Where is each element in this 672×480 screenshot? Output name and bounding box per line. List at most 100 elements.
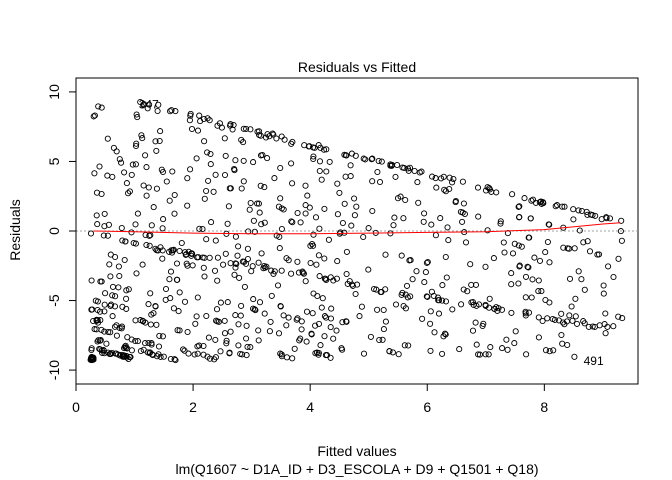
residual-point <box>92 297 99 304</box>
residual-point <box>351 195 358 202</box>
residual-point <box>221 330 229 337</box>
residual-point <box>486 295 493 302</box>
residual-point <box>205 334 212 341</box>
scatter-points <box>87 98 626 364</box>
residual-point <box>221 171 229 179</box>
residual-point <box>203 236 210 243</box>
residual-point <box>143 192 150 199</box>
residual-point <box>241 283 248 290</box>
x-axis-label: Fitted values <box>317 443 396 459</box>
residual-point <box>341 229 348 236</box>
residual-point <box>145 301 152 308</box>
residual-point <box>244 343 251 350</box>
residual-point <box>222 152 229 159</box>
residual-point <box>168 247 175 254</box>
residual-point <box>206 254 213 261</box>
residual-point <box>402 291 409 298</box>
residual-point <box>536 257 544 264</box>
residual-point <box>250 217 257 224</box>
residual-point <box>134 210 141 217</box>
residual-point <box>104 172 111 179</box>
residual-point <box>571 353 578 360</box>
residual-point <box>433 184 440 191</box>
residual-point <box>128 347 135 354</box>
residual-point <box>596 322 603 329</box>
residual-point <box>339 319 346 326</box>
residual-point <box>487 344 494 351</box>
residual-point <box>531 254 538 261</box>
residual-point <box>561 203 568 210</box>
residual-point <box>369 178 376 185</box>
residual-point <box>143 241 150 249</box>
residual-point <box>99 349 106 356</box>
residual-point <box>297 335 304 342</box>
residual-point <box>234 252 241 259</box>
residual-point <box>610 323 617 330</box>
residual-point <box>351 212 358 219</box>
residual-point <box>348 222 355 229</box>
residual-point <box>604 323 611 330</box>
residual-point <box>446 185 453 193</box>
residual-point <box>121 256 128 264</box>
residual-point <box>546 348 553 355</box>
residual-point <box>88 277 95 284</box>
residual-point <box>283 354 290 361</box>
residual-point <box>251 306 258 313</box>
residual-point <box>511 340 518 347</box>
chart-title: Residuals vs Fitted <box>298 59 416 75</box>
residual-point <box>399 289 406 296</box>
residual-point <box>277 164 284 172</box>
residual-point <box>167 295 174 302</box>
residual-point <box>400 215 407 222</box>
residual-point <box>191 351 198 358</box>
residual-point <box>137 347 144 355</box>
residual-point <box>538 288 545 295</box>
residual-point <box>349 282 356 289</box>
residual-point <box>327 274 334 281</box>
residual-point <box>87 230 95 237</box>
residual-point <box>460 286 467 293</box>
residual-point <box>231 271 238 278</box>
residual-point <box>201 254 208 261</box>
residual-point <box>403 282 411 289</box>
residual-point <box>127 353 134 361</box>
residual-point <box>98 347 105 354</box>
residual-point <box>321 313 328 320</box>
residual-point <box>544 315 551 322</box>
residual-point <box>449 179 456 186</box>
residual-point <box>116 272 123 280</box>
residual-point <box>365 225 372 232</box>
residual-point <box>139 317 146 324</box>
residual-point <box>214 254 221 261</box>
residual-point <box>289 355 296 362</box>
residual-point <box>494 307 501 314</box>
residual-point <box>460 200 467 207</box>
residual-point <box>316 225 323 232</box>
residual-point <box>605 263 612 270</box>
residual-point <box>213 306 221 313</box>
residual-point <box>493 189 500 196</box>
residual-point <box>184 262 191 269</box>
residual-point <box>343 318 350 325</box>
residual-point <box>421 279 428 286</box>
residual-point <box>196 342 203 349</box>
residual-point <box>95 103 102 110</box>
residual-point <box>382 286 389 293</box>
residual-point <box>422 269 429 276</box>
residual-point <box>243 335 250 342</box>
residual-point <box>330 335 337 342</box>
residual-point <box>106 261 113 268</box>
residual-point <box>516 262 523 269</box>
residual-point <box>522 310 529 317</box>
residual-point <box>104 232 111 239</box>
residual-point <box>200 115 207 123</box>
residual-point <box>256 209 263 216</box>
residual-point <box>535 314 542 321</box>
residual-point <box>227 122 234 129</box>
residual-point <box>243 322 250 329</box>
residual-point <box>160 216 167 223</box>
residual-point <box>585 323 592 330</box>
residual-point <box>323 168 330 175</box>
residual-point <box>560 244 567 251</box>
